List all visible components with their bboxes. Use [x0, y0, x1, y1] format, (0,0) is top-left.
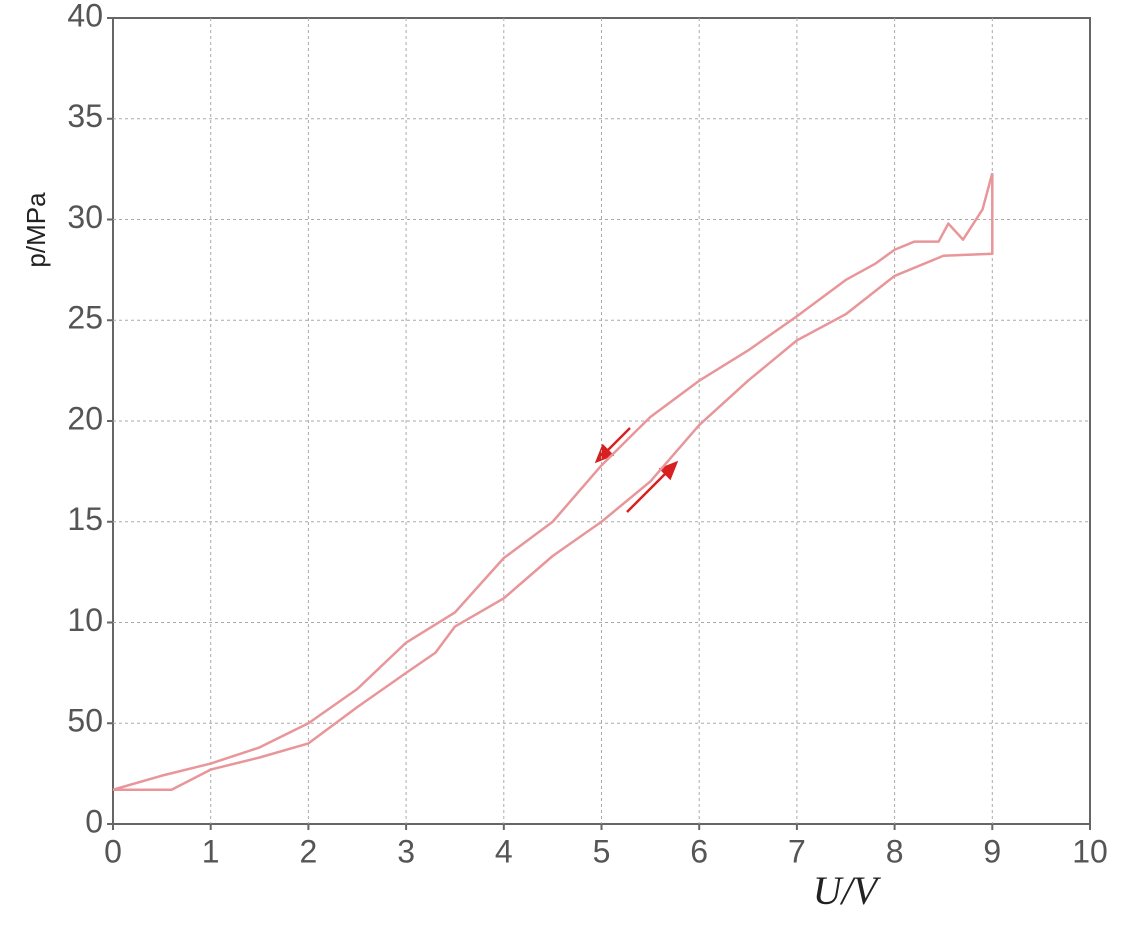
x-tick-label: 2	[300, 833, 318, 869]
y-tick-label: 30	[67, 199, 103, 235]
y-tick-label: 0	[85, 803, 103, 839]
data-line	[113, 173, 994, 791]
x-tick-label: 7	[788, 833, 806, 869]
arrowhead	[658, 460, 679, 481]
data-line	[112, 172, 994, 791]
y-tick-label: 15	[67, 501, 103, 537]
x-tick-label: 8	[886, 833, 904, 869]
y-tick-label: 25	[67, 300, 103, 336]
x-tick-label: 1	[202, 833, 220, 869]
y-tick-label: 40	[67, 0, 103, 33]
x-tick-label: 5	[593, 833, 611, 869]
x-tick-label: 10	[1072, 833, 1108, 869]
y-axis-label: p/MPa	[21, 192, 51, 268]
y-tick-label: 10	[67, 602, 103, 638]
arrowhead	[594, 443, 615, 464]
x-tick-label: 9	[983, 833, 1001, 869]
x-tick-label: 4	[495, 833, 513, 869]
x-tick-label: 6	[690, 833, 708, 869]
x-tick-label: 0	[104, 833, 122, 869]
arrows	[594, 427, 679, 513]
x-tick-label: 3	[397, 833, 415, 869]
y-tick-label: 35	[67, 98, 103, 134]
x-axis-label: U/V	[813, 868, 882, 913]
y-tick-label: 20	[67, 400, 103, 436]
y-tick-label: 50	[67, 703, 103, 739]
arrow-load	[626, 470, 669, 513]
